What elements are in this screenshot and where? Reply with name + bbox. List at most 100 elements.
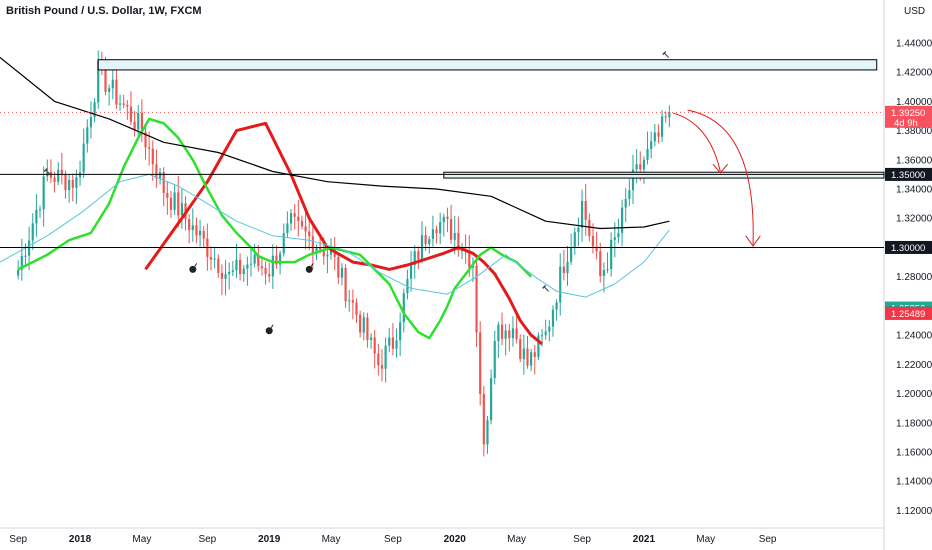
candle-body xyxy=(246,264,249,269)
candle-body xyxy=(380,365,384,369)
bomb-fuse xyxy=(270,324,274,329)
candle-body xyxy=(311,236,314,253)
candle-body xyxy=(646,148,649,160)
price-tick-label: 1.34000 xyxy=(896,185,932,196)
candle-body xyxy=(435,229,438,234)
price-axis[interactable]: USD 1.44000 1.42000 1.40000 1.38000 1.36000 1.… xyxy=(896,6,932,517)
candle-body xyxy=(577,227,580,233)
bomb-icon xyxy=(305,265,313,273)
candle-body xyxy=(409,265,413,279)
candle-body xyxy=(264,268,267,275)
candle-body xyxy=(442,216,445,223)
candle-body xyxy=(209,257,213,260)
candle-body xyxy=(508,330,511,339)
hammer-head xyxy=(43,167,48,173)
candle-body xyxy=(279,253,282,265)
candle-body xyxy=(326,254,329,257)
candle-body xyxy=(133,121,136,130)
price-tick-label: 1.18000 xyxy=(896,418,932,429)
candle-body xyxy=(293,213,296,217)
countdown-label: 4d 9h xyxy=(894,118,918,129)
candle-body xyxy=(406,278,409,294)
candle-body xyxy=(570,246,573,262)
candle-body xyxy=(650,141,653,149)
candle-body xyxy=(642,159,645,170)
candle-body xyxy=(17,269,20,276)
candle-body xyxy=(86,127,89,144)
candle-body xyxy=(242,268,245,274)
candle-body xyxy=(162,172,165,193)
supply-zone xyxy=(97,59,878,71)
time-tick-label: 2021 xyxy=(633,534,656,545)
price-tick-label: 1.36000 xyxy=(896,155,932,166)
candle-body xyxy=(624,198,627,208)
candle-body xyxy=(64,173,67,191)
price-tick-label: 1.44000 xyxy=(896,38,932,49)
candle-body xyxy=(399,322,402,341)
time-tick-label: 2020 xyxy=(444,534,467,545)
candle-body xyxy=(180,203,183,216)
candle-body xyxy=(286,223,289,234)
plot-area[interactable] xyxy=(0,0,885,550)
candle-body xyxy=(591,236,595,247)
candle-body xyxy=(653,132,656,142)
candle-body xyxy=(617,232,620,238)
candle-body xyxy=(144,132,147,148)
candle-body xyxy=(668,112,671,118)
candle-body xyxy=(384,345,387,369)
time-tick-label: May xyxy=(322,534,341,545)
candle-body xyxy=(158,172,162,179)
candle-body xyxy=(304,226,307,232)
time-axis[interactable]: Sep 2018 May Sep 2019 May Sep 2020 May Sep 2021 May… xyxy=(9,534,777,545)
candle-body xyxy=(282,233,285,254)
candle-body xyxy=(228,271,231,275)
candle-body xyxy=(297,216,300,221)
candle-body xyxy=(89,117,93,128)
candle-body xyxy=(300,220,304,227)
candle-body xyxy=(329,249,333,255)
arrow-head xyxy=(712,163,728,174)
candle-body xyxy=(289,213,293,224)
candle-body xyxy=(417,251,420,260)
candle-body xyxy=(471,265,475,268)
candle-body xyxy=(195,225,198,236)
candle-body xyxy=(413,251,416,266)
candle-body xyxy=(275,255,278,265)
candle-body xyxy=(108,88,111,92)
time-tick-label: May xyxy=(507,534,526,545)
candle-body xyxy=(198,230,202,236)
candle-body xyxy=(148,147,151,149)
candle-body xyxy=(60,169,63,174)
candle-body xyxy=(479,332,482,395)
candle-body xyxy=(75,177,78,188)
price-tick-label: 1.12000 xyxy=(896,506,932,517)
candle-body xyxy=(322,249,325,257)
candle-body xyxy=(129,106,133,122)
candle-body xyxy=(555,302,558,310)
candle-body xyxy=(544,331,547,336)
candle-body xyxy=(468,250,471,268)
price-tick-label: 1.24000 xyxy=(896,331,932,342)
candle-body xyxy=(588,219,591,237)
candle-body xyxy=(177,192,180,216)
price-tick-label: 1.28000 xyxy=(896,272,932,283)
candle-body xyxy=(235,259,238,271)
demand-zone xyxy=(443,171,885,179)
candle-body xyxy=(369,337,373,340)
candle-body xyxy=(635,164,638,170)
candle-body xyxy=(526,348,529,366)
currency-label: USD xyxy=(904,6,925,17)
candle-body xyxy=(231,270,234,272)
candle-body xyxy=(573,232,576,247)
candle-body xyxy=(657,132,660,137)
candle-body xyxy=(530,352,533,366)
candle-body xyxy=(202,230,205,239)
candle-body xyxy=(457,233,460,251)
candle-body xyxy=(355,302,358,315)
candle-body xyxy=(173,192,176,210)
candle-body xyxy=(519,339,522,360)
candle-body xyxy=(111,79,114,89)
candle-body xyxy=(166,192,169,198)
